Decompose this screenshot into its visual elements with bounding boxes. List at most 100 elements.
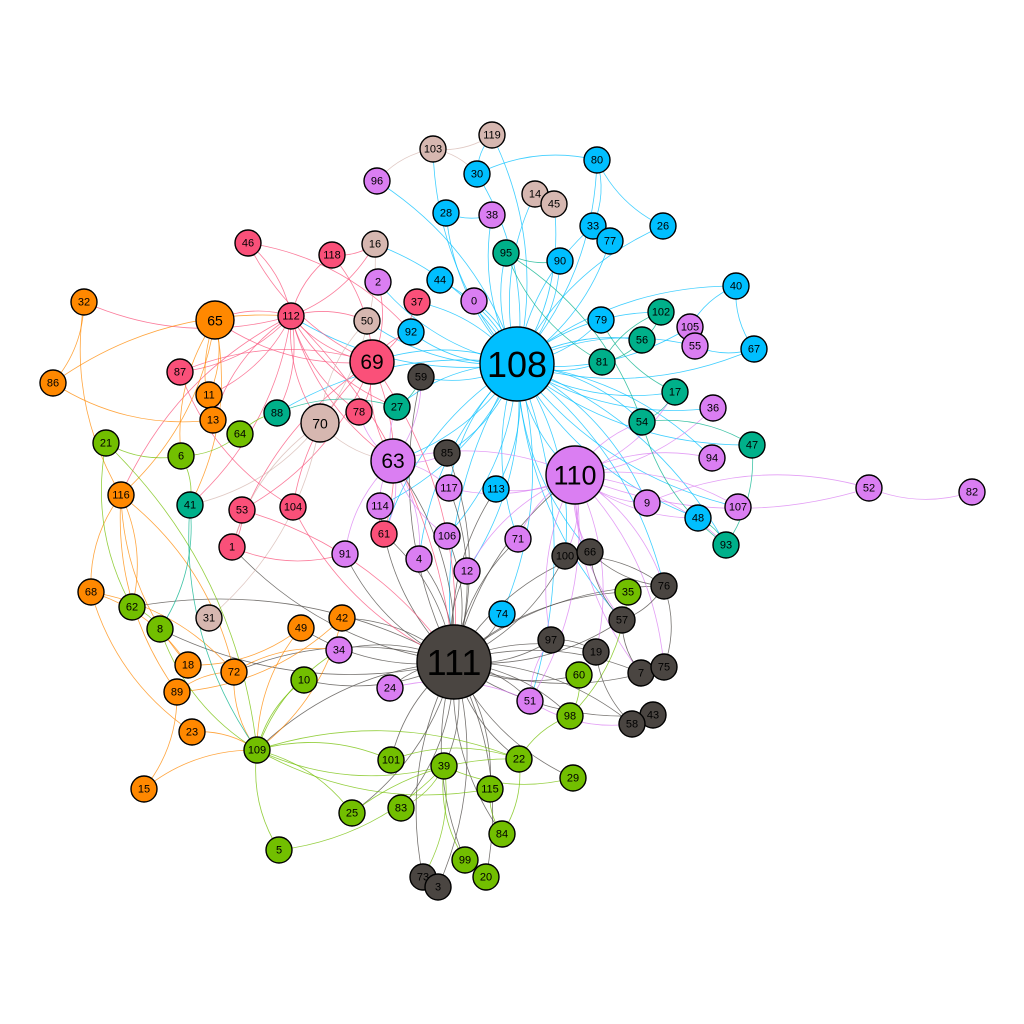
graph-node[interactable]: 101 (377, 746, 405, 774)
graph-node[interactable]: 76 (650, 572, 678, 600)
graph-node[interactable]: 112 (277, 302, 305, 330)
graph-node[interactable]: 13 (199, 406, 227, 434)
graph-node[interactable]: 35 (614, 578, 642, 606)
graph-node[interactable]: 22 (505, 745, 533, 773)
graph-node[interactable]: 62 (118, 593, 146, 621)
graph-node[interactable]: 1 (218, 533, 246, 561)
graph-node[interactable]: 103 (419, 135, 447, 163)
graph-node[interactable]: 40 (722, 272, 750, 300)
graph-node[interactable]: 25 (338, 799, 366, 827)
graph-node[interactable]: 77 (596, 227, 624, 255)
graph-node[interactable]: 8 (146, 615, 174, 643)
graph-node[interactable]: 30 (463, 160, 491, 188)
graph-node[interactable]: 85 (433, 439, 461, 467)
graph-node[interactable]: 45 (540, 190, 568, 218)
graph-node[interactable]: 107 (724, 493, 752, 521)
graph-node[interactable]: 75 (650, 653, 678, 681)
graph-node[interactable]: 26 (649, 212, 677, 240)
graph-node[interactable]: 65 (195, 300, 235, 340)
graph-node[interactable]: 104 (279, 493, 307, 521)
graph-node[interactable]: 20 (472, 863, 500, 891)
graph-node[interactable]: 96 (363, 167, 391, 195)
graph-node[interactable]: 21 (92, 429, 120, 457)
graph-node[interactable]: 16 (361, 230, 389, 258)
graph-node[interactable]: 68 (77, 578, 105, 606)
graph-node[interactable]: 29 (559, 764, 587, 792)
graph-node[interactable]: 48 (684, 504, 712, 532)
graph-node[interactable]: 64 (226, 420, 254, 448)
graph-node[interactable]: 67 (740, 335, 768, 363)
graph-node[interactable]: 44 (426, 266, 454, 294)
graph-node[interactable]: 81 (588, 348, 616, 376)
graph-node[interactable]: 90 (546, 247, 574, 275)
graph-node[interactable]: 74 (488, 600, 516, 628)
graph-node[interactable]: 80 (583, 146, 611, 174)
graph-node[interactable]: 63 (370, 438, 416, 484)
graph-node[interactable]: 3 (424, 873, 452, 901)
graph-node[interactable]: 4 (405, 545, 433, 573)
graph-node[interactable]: 114 (366, 492, 394, 520)
graph-node[interactable]: 11 (195, 381, 223, 409)
graph-node[interactable]: 119 (478, 121, 506, 149)
graph-node[interactable]: 31 (195, 604, 223, 632)
graph-node[interactable]: 106 (433, 522, 461, 550)
graph-node[interactable]: 23 (178, 718, 206, 746)
graph-node[interactable]: 15 (130, 775, 158, 803)
graph-node[interactable]: 66 (576, 538, 604, 566)
graph-node[interactable]: 86 (39, 369, 67, 397)
graph-node[interactable]: 61 (370, 520, 398, 548)
graph-node[interactable]: 46 (234, 229, 262, 257)
graph-node[interactable]: 6 (167, 442, 195, 470)
graph-node[interactable]: 12 (453, 557, 481, 585)
graph-node[interactable]: 60 (565, 661, 593, 689)
graph-node[interactable]: 82 (958, 478, 986, 506)
graph-node[interactable]: 87 (166, 358, 194, 386)
graph-node[interactable]: 108 (479, 326, 555, 402)
graph-node[interactable]: 95 (492, 239, 520, 267)
graph-node[interactable]: 115 (476, 775, 504, 803)
graph-node[interactable]: 50 (353, 307, 381, 335)
graph-node[interactable]: 79 (587, 306, 615, 334)
graph-node[interactable]: 110 (545, 445, 605, 505)
graph-node[interactable]: 93 (712, 531, 740, 559)
graph-node[interactable]: 39 (430, 752, 458, 780)
graph-node[interactable]: 102 (647, 298, 675, 326)
graph-node[interactable]: 116 (107, 481, 135, 509)
graph-node[interactable]: 59 (407, 363, 435, 391)
graph-node[interactable]: 58 (618, 710, 646, 738)
graph-node[interactable]: 89 (163, 678, 191, 706)
graph-node[interactable]: 5 (265, 836, 293, 864)
graph-node[interactable]: 34 (325, 636, 353, 664)
graph-node[interactable]: 83 (387, 794, 415, 822)
graph-node[interactable]: 111 (416, 624, 492, 700)
graph-node[interactable]: 52 (855, 474, 883, 502)
graph-node[interactable]: 56 (628, 326, 656, 354)
graph-node[interactable]: 42 (328, 604, 356, 632)
graph-node[interactable]: 17 (661, 378, 689, 406)
graph-node[interactable]: 36 (699, 394, 727, 422)
graph-node[interactable]: 49 (287, 614, 315, 642)
graph-node[interactable]: 99 (451, 846, 479, 874)
graph-node[interactable]: 32 (70, 288, 98, 316)
graph-node[interactable]: 38 (478, 201, 506, 229)
graph-node[interactable]: 98 (556, 702, 584, 730)
graph-node[interactable]: 51 (516, 687, 544, 715)
graph-node[interactable]: 78 (345, 398, 373, 426)
graph-node[interactable]: 9 (633, 489, 661, 517)
graph-node[interactable]: 2 (364, 268, 392, 296)
graph-node[interactable]: 92 (397, 318, 425, 346)
graph-node[interactable]: 0 (460, 287, 488, 315)
graph-node[interactable]: 37 (403, 288, 431, 316)
graph-node[interactable]: 97 (537, 626, 565, 654)
graph-node[interactable]: 18 (174, 651, 202, 679)
graph-node[interactable]: 113 (482, 475, 510, 503)
graph-node[interactable]: 19 (582, 638, 610, 666)
graph-node[interactable]: 41 (176, 491, 204, 519)
graph-node[interactable]: 71 (504, 525, 532, 553)
graph-node[interactable]: 84 (488, 820, 516, 848)
graph-node[interactable]: 91 (331, 540, 359, 568)
graph-node[interactable]: 54 (628, 408, 656, 436)
graph-node[interactable]: 28 (432, 199, 460, 227)
graph-node[interactable]: 72 (220, 658, 248, 686)
graph-node[interactable]: 118 (318, 241, 346, 269)
